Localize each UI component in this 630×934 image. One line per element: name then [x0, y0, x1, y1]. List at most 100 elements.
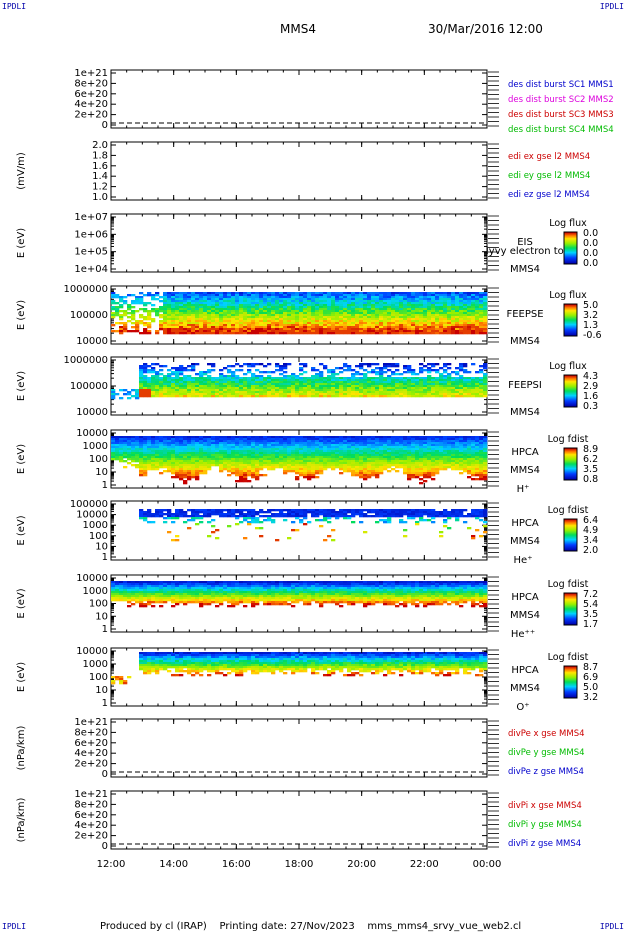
y-axis-label: E (eV) — [16, 228, 27, 258]
ytick-label: 1e+07 — [74, 212, 108, 223]
colorbar-tick: 1.6 — [583, 391, 598, 402]
colorbar-title: Log fdist — [548, 579, 589, 590]
heplusplus-spectrogram — [111, 581, 488, 608]
colorbar-tick: 3.4 — [583, 535, 598, 546]
y-axis-label: E (eV) — [16, 371, 27, 401]
legend-entry: des dist burst SC4 MMS4 — [508, 125, 614, 135]
ytick-label: 6e+20 — [74, 738, 108, 749]
colorbar-tick: 2.0 — [583, 545, 598, 556]
ytick-label: 10000 — [76, 428, 108, 439]
ytick-label: 6e+20 — [74, 89, 108, 100]
corner-label-bottom-right: IPDLI — [599, 922, 624, 931]
corner-label-bottom-left: IPDLI — [2, 922, 27, 931]
ytick-label: 4e+20 — [74, 748, 108, 759]
ytick-label: 100 — [89, 599, 108, 610]
colorbar-tick: 3.5 — [583, 609, 598, 620]
panel-11 — [110, 790, 499, 850]
x-tick-label: 00:00 — [473, 859, 502, 870]
colorbar — [563, 303, 578, 337]
colorbar-tick: 5.0 — [583, 300, 598, 311]
ytick-label: 2e+20 — [74, 759, 108, 770]
colorbar-tick: 0.0 — [583, 258, 598, 269]
instrument-spacecraft: MMS4 — [510, 610, 540, 621]
legend-entry: divPi z gse MMS4 — [508, 839, 581, 849]
footer-printing-date: Printing date: 27/Nov/2023 — [219, 921, 355, 932]
colorbar-tick: 7.2 — [583, 589, 598, 600]
corner-label-top-left: IPDLI — [2, 2, 27, 11]
ytick-label: 1000 — [83, 441, 108, 452]
oplus-spectrogram — [111, 652, 488, 685]
legend-entry: divPe x gse MMS4 — [508, 729, 585, 739]
colorbar — [563, 231, 578, 265]
colorbar-tick: 0.3 — [583, 401, 598, 412]
ytick-label: 1.2 — [92, 182, 108, 193]
colorbar — [563, 447, 578, 481]
colorbar-tick: 5.4 — [583, 599, 598, 610]
colorbar-title: Log fdist — [548, 505, 589, 516]
page-title: MMS4 — [280, 22, 316, 36]
feepsi-spectrogram — [111, 363, 488, 400]
instrument-spacecraft: MMS4 — [510, 683, 540, 694]
panel-frame — [110, 141, 488, 201]
species-label: O⁺ — [516, 702, 529, 713]
footer: Produced by cl (IRAP) Printing date: 27/… — [100, 921, 521, 932]
legend-entry: divPe z gse MMS4 — [508, 767, 584, 777]
legend-entry: des dist burst SC2 MMS2 — [508, 95, 614, 105]
footer-filename: mms_mms4_srvy_vue_web2.cl — [367, 921, 522, 932]
colorbar-title: Log fdist — [548, 652, 589, 663]
ytick-label: 100 — [89, 672, 108, 683]
colorbar-tick: 5.0 — [583, 682, 598, 693]
instrument-label: HPCA — [511, 665, 539, 676]
ytick-label: 4e+20 — [74, 99, 108, 110]
species-label: H⁺ — [517, 484, 530, 495]
ytick-label: 10000 — [76, 407, 108, 418]
x-tick-label: 12:00 — [97, 859, 126, 870]
ytick-label: 10 — [95, 467, 108, 478]
legend-entry: edi ex gse l2 MMS4 — [508, 152, 590, 162]
ytick-label: 10000 — [76, 646, 108, 657]
ytick-label: 0 — [102, 841, 108, 852]
colorbar-tick: 3.2 — [583, 692, 598, 703]
instrument-spacecraft: MMS4 — [510, 407, 540, 418]
x-tick-label: 20:00 — [347, 859, 376, 870]
heplus-spectrogram — [139, 509, 488, 542]
panel-frame — [110, 69, 488, 129]
ytick-label: 1.4 — [92, 171, 108, 182]
panel-1 — [110, 69, 499, 129]
panel-2 — [110, 141, 499, 201]
corner-label-top-right: IPDLI — [599, 2, 624, 11]
y-axis-label: (mV/m) — [16, 152, 27, 190]
colorbar-tick: 0.0 — [583, 248, 598, 259]
panel-frame — [110, 213, 488, 273]
legend-entry: edi ez gse l2 MMS4 — [508, 190, 590, 200]
ytick-label: 10000 — [76, 573, 108, 584]
colorbar-tick: 6.9 — [583, 672, 598, 683]
colorbar — [563, 374, 578, 408]
ytick-label: 2e+20 — [74, 831, 108, 842]
ytick-label: 1000 — [83, 659, 108, 670]
ytick-label: 2e+20 — [74, 110, 108, 121]
y-axis-label: E (eV) — [16, 444, 27, 474]
ytick-label: 1.6 — [92, 161, 108, 172]
x-tick-label: 14:00 — [159, 859, 188, 870]
legend-entry: des dist burst SC3 MMS3 — [508, 110, 614, 120]
colorbar — [563, 518, 578, 552]
species-label: He⁺ — [514, 555, 533, 566]
legend-entry: divPi y gse MMS4 — [508, 820, 582, 830]
colorbar-title: Log fdist — [548, 434, 589, 445]
colorbar-tick: 4.9 — [583, 525, 598, 536]
instrument-spacecraft: MMS4 — [510, 536, 540, 547]
colorbar-tick: 0.8 — [583, 474, 598, 485]
instrument-label: HPCA — [511, 592, 539, 603]
ytick-label: 1 — [102, 480, 108, 491]
y-axis-label: (nPa/km) — [16, 798, 27, 843]
ytick-label: 10000 — [76, 510, 108, 521]
colorbar-tick: 0.0 — [583, 228, 598, 239]
colorbar-tick: 2.9 — [583, 381, 598, 392]
ytick-label: 4e+20 — [74, 820, 108, 831]
ytick-label: 1e+06 — [74, 229, 108, 240]
ytick-label: 8e+20 — [74, 799, 108, 810]
ytick-label: 100000 — [70, 310, 108, 321]
ytick-label: 2.0 — [92, 140, 108, 151]
colorbar-tick: 1.3 — [583, 320, 598, 331]
